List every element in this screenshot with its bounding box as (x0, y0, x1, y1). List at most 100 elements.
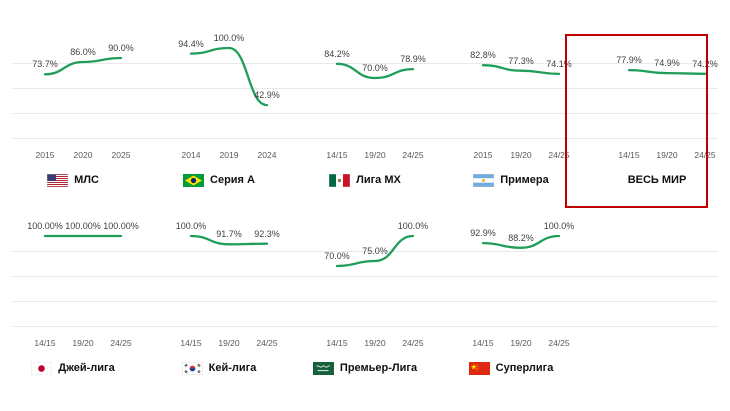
flag-china-icon: ★ (468, 361, 490, 375)
flag-saudi-arabia-icon (312, 361, 334, 375)
x-tick: 24/25 (110, 338, 132, 348)
panel-empty (584, 216, 730, 376)
panel-super-league: 92.9% 88.2% 100.0% 14/15 19/20 24/25 ★ С… (438, 216, 584, 376)
x-tick: 2025 (111, 150, 131, 160)
x-tick: 14/15 (326, 150, 348, 160)
sparkline-super-league: 92.9% 88.2% 100.0% (438, 216, 584, 336)
chart-row-top: 73.7% 86.0% 90.0% 2015 2020 2025 МЛС (0, 28, 730, 188)
point-label: 100.0% (213, 33, 245, 43)
league-header-liga-mx: Лига МХ (292, 172, 438, 188)
panel-k-league: 100.0% 91.7% 92.3% 14/15 19/20 24/25 Кей… (146, 216, 292, 376)
sparkline-primera: 82.8% 77.3% 74.1% (438, 28, 584, 148)
x-tick: 2024 (257, 150, 277, 160)
x-tick: 2015 (35, 150, 55, 160)
x-tick: 14/15 (326, 338, 348, 348)
gridlines-bottom (12, 216, 718, 336)
point-label: 90.0% (108, 43, 134, 53)
sparkline-mls: 73.7% 86.0% 90.0% (0, 28, 146, 148)
point-label: 100.00% (103, 221, 139, 231)
x-tick: 24/25 (694, 150, 716, 160)
x-tick: 14/15 (618, 150, 640, 160)
league-header-primera: Примера (438, 172, 584, 188)
x-tick: 2014 (181, 150, 201, 160)
point-label: 92.3% (254, 228, 280, 239)
x-axis-labels: 2015 2020 2025 (0, 150, 146, 164)
panel-liga-mx: 84.2% 70.0% 78.9% 14/15 19/20 24/25 Лига… (292, 28, 438, 188)
flag-argentina-icon (473, 173, 495, 187)
x-tick: 2015 (473, 150, 493, 160)
x-tick: 19/20 (510, 338, 532, 348)
point-label: 77.9% (616, 55, 642, 66)
chart-row-bottom: 100.00% 100.00% 100.00% 14/15 19/20 24/2… (0, 216, 730, 376)
x-tick: 24/25 (548, 150, 570, 160)
league-title: МЛС (74, 174, 99, 186)
point-label: 74.2% (692, 58, 718, 69)
league-header-super-league: ★ Суперлига (438, 360, 584, 376)
panel-seria-a: 94.4% 100.0% 42.9% 2014 2019 2024 Серия … (146, 28, 292, 188)
x-tick: 19/20 (364, 338, 386, 348)
league-title: Примера (500, 174, 549, 186)
sparkline-seria-a: 94.4% 100.0% 42.9% (146, 28, 292, 148)
league-title: Джей-лига (58, 362, 115, 374)
league-header-j-league: Джей-лига (0, 360, 146, 376)
x-tick: 24/25 (256, 338, 278, 348)
x-axis-labels: 14/15 19/20 24/25 (146, 338, 292, 352)
point-label: 82.8% (470, 50, 496, 61)
x-tick: 24/25 (402, 150, 424, 160)
point-label: 77.3% (508, 55, 534, 66)
point-label: 88.2% (508, 232, 534, 243)
league-title: Суперлига (495, 362, 554, 374)
point-label: 91.7% (216, 229, 242, 240)
x-axis-labels: 14/15 19/20 24/25 (292, 338, 438, 352)
point-label: 100.00% (27, 221, 63, 231)
point-label: 73.7% (32, 59, 58, 70)
league-header-saudi-premier: Премьер-Лига (292, 360, 438, 376)
point-label: 100.0% (397, 221, 429, 231)
flag-japan-icon (31, 361, 53, 375)
point-label: 42.9% (254, 90, 280, 101)
league-title: Серия А (210, 174, 255, 186)
x-tick: 2019 (219, 150, 239, 160)
x-axis-labels: 14/15 19/20 24/25 (584, 150, 730, 164)
x-axis-labels: 2014 2019 2024 (146, 150, 292, 164)
point-label: 84.2% (324, 48, 350, 59)
panel-saudi-premier: 70.0% 75.0% 100.0% 14/15 19/20 24/25 Пре… (292, 216, 438, 376)
x-tick: 14/15 (180, 338, 202, 348)
x-tick: 19/20 (510, 150, 532, 160)
panel-world: 77.9% 74.9% 74.2% 14/15 19/20 24/25 ВЕСЬ… (584, 28, 730, 188)
flag-brazil-icon (183, 173, 205, 187)
point-label: 100.0% (175, 221, 207, 231)
sparkline-k-league: 100.0% 91.7% 92.3% (146, 216, 292, 336)
point-label: 74.1% (546, 58, 572, 69)
point-label: 86.0% (70, 47, 96, 57)
point-label: 70.0% (362, 63, 388, 73)
x-tick: 14/15 (34, 338, 56, 348)
panel-mls: 73.7% 86.0% 90.0% 2015 2020 2025 МЛС (0, 28, 146, 188)
x-axis-labels: 2015 19/20 24/25 (438, 150, 584, 164)
point-label: 92.9% (470, 228, 496, 239)
flag-mexico-icon (329, 173, 351, 187)
x-tick: 19/20 (656, 150, 678, 160)
league-title: Премьер-Лига (339, 362, 418, 374)
sparkline-saudi-premier: 70.0% 75.0% 100.0% (292, 216, 438, 336)
x-axis-labels: 14/15 19/20 24/25 (438, 338, 584, 352)
point-label: 70.0% (324, 251, 350, 261)
x-tick: 24/25 (548, 338, 570, 348)
league-header-mls: МЛС (0, 172, 146, 188)
point-label: 74.9% (654, 58, 680, 69)
point-label: 100.0% (543, 221, 575, 231)
point-label: 100.00% (65, 221, 101, 231)
sparkline-liga-mx: 84.2% 70.0% 78.9% (292, 28, 438, 148)
panel-j-league: 100.00% 100.00% 100.00% 14/15 19/20 24/2… (0, 216, 146, 376)
league-title: Кей-лига (208, 362, 257, 374)
x-tick: 2020 (73, 150, 93, 160)
svg-text:★: ★ (470, 362, 477, 371)
league-header-seria-a: Серия А (146, 172, 292, 188)
league-header-k-league: Кей-лига (146, 360, 292, 376)
panel-primera: 82.8% 77.3% 74.1% 2015 19/20 24/25 Приме… (438, 28, 584, 188)
x-tick: 19/20 (218, 338, 240, 348)
sparkline-j-league: 100.00% 100.00% 100.00% (0, 216, 146, 336)
x-axis-labels: 14/15 19/20 24/25 (292, 150, 438, 164)
league-header-world: ВЕСЬ МИР (584, 172, 730, 188)
